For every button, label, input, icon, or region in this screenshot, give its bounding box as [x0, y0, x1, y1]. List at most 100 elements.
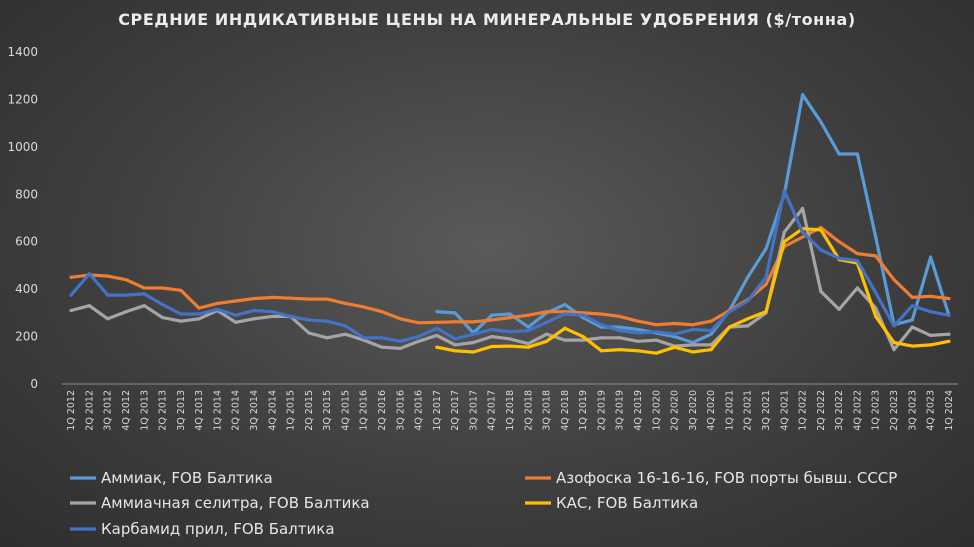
x-tick-label: 1Q 2012	[66, 390, 77, 431]
data-point	[69, 293, 73, 297]
data-point	[691, 350, 695, 354]
data-point	[636, 331, 640, 335]
data-point	[270, 310, 274, 314]
data-point	[672, 334, 677, 339]
data-point	[69, 308, 73, 313]
data-point	[599, 336, 604, 340]
data-point	[435, 333, 439, 337]
x-tick-label: 3Q 2020	[688, 390, 699, 431]
data-point	[800, 235, 805, 239]
data-point	[654, 323, 658, 327]
data-point	[87, 272, 92, 276]
data-point	[124, 310, 128, 314]
data-point	[142, 292, 146, 296]
data-point	[764, 310, 768, 314]
data-point	[343, 301, 348, 305]
data-point	[691, 323, 695, 327]
data-point	[307, 331, 311, 335]
data-point	[746, 275, 750, 279]
x-tick-label: 1Q 2013	[139, 390, 150, 431]
legend-label-4: Карбамид прил, FOB Балтика	[101, 520, 335, 538]
data-point	[508, 312, 512, 316]
data-point	[526, 325, 530, 329]
data-point	[563, 326, 567, 330]
data-point	[947, 339, 951, 343]
x-tick-label: 2Q 2022	[816, 390, 827, 431]
chart-title: СРЕДНИЕ ИНДИКАТИВНЫЕ ЦЕНЫ НА МИНЕРАЛЬНЫЕ…	[118, 10, 856, 29]
data-point	[453, 349, 457, 353]
data-point	[252, 297, 256, 301]
data-point	[471, 350, 476, 354]
data-point	[892, 340, 896, 345]
data-point	[746, 317, 750, 321]
data-point	[618, 314, 622, 319]
series-line-3	[435, 227, 951, 355]
data-point	[764, 247, 768, 251]
y-tick-label: 400	[15, 282, 38, 296]
data-point	[581, 313, 585, 317]
data-point	[819, 248, 823, 252]
data-point	[874, 291, 878, 295]
x-tick-label: 2Q 2018	[523, 390, 534, 431]
data-point	[837, 240, 841, 244]
data-point	[837, 256, 841, 260]
data-point	[234, 313, 238, 317]
data-point	[709, 348, 713, 352]
data-point	[782, 230, 786, 234]
x-tick-label: 1Q 2014	[212, 390, 223, 431]
x-tick-label: 1Q 2023	[871, 390, 882, 431]
data-point	[453, 343, 457, 347]
data-point	[928, 294, 933, 298]
data-point	[636, 349, 640, 353]
x-tick-label: 2Q 2013	[158, 390, 169, 431]
x-tick-label: 3Q 2013	[176, 390, 187, 431]
data-point	[855, 251, 860, 256]
data-point	[435, 310, 439, 314]
data-point	[636, 327, 640, 332]
y-tick-label: 800	[15, 187, 38, 201]
data-point	[288, 314, 293, 319]
x-tick-label: 4Q 2022	[852, 390, 863, 431]
data-point	[819, 289, 823, 294]
data-point	[910, 344, 914, 348]
data-point	[928, 333, 933, 337]
data-point	[416, 321, 421, 325]
x-tick-label: 2Q 2021	[743, 390, 754, 431]
x-tick-label: 1Q 2016	[359, 390, 370, 431]
data-point	[746, 299, 750, 303]
x-tick-label: 4Q 2015	[340, 390, 351, 431]
data-point	[526, 345, 530, 349]
data-point	[307, 297, 311, 301]
data-point	[636, 319, 640, 323]
data-point	[380, 310, 384, 314]
x-tick-label: 2Q 2020	[670, 390, 681, 431]
data-point	[106, 293, 110, 297]
data-point	[544, 310, 549, 314]
data-point	[928, 343, 933, 347]
data-point	[709, 319, 713, 323]
data-point	[471, 340, 476, 345]
x-tick-label: 2Q 2012	[84, 390, 95, 431]
y-tick-label: 600	[15, 235, 38, 249]
data-point	[252, 308, 256, 313]
data-point	[179, 312, 183, 316]
data-point	[490, 327, 494, 332]
x-tick-label: 3Q 2018	[542, 390, 553, 431]
x-tick-label: 4Q 2013	[194, 390, 205, 431]
data-point	[782, 240, 786, 244]
y-tick-label: 200	[15, 330, 38, 344]
data-point	[855, 152, 860, 156]
x-tick-label: 2Q 2016	[377, 390, 388, 431]
data-point	[252, 317, 256, 321]
x-tick-label: 1Q 2019	[578, 390, 589, 431]
data-point	[508, 344, 512, 348]
data-point	[800, 230, 805, 234]
data-point	[874, 235, 878, 239]
data-point	[197, 317, 201, 321]
data-point	[654, 330, 658, 334]
data-point	[142, 304, 146, 308]
x-tick-label: 1Q 2018	[505, 390, 516, 431]
x-tick-label: 2Q 2015	[304, 390, 315, 431]
x-tick-label: 3Q 2015	[322, 390, 333, 431]
data-point	[398, 339, 402, 343]
